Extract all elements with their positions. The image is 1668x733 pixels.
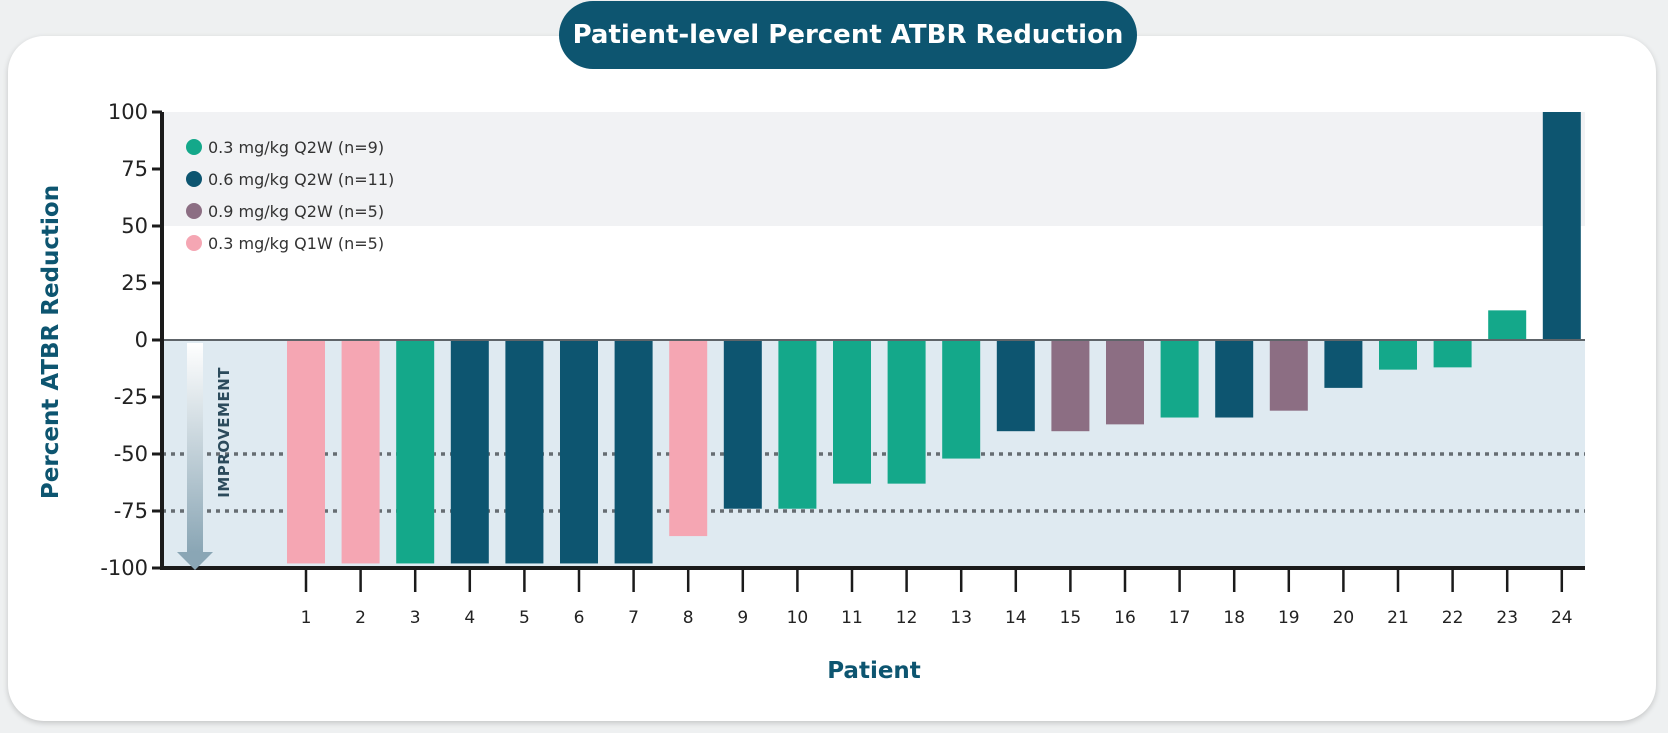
x-tick-label: 1 bbox=[301, 608, 312, 628]
bar-patient-7 bbox=[614, 340, 653, 564]
bar-patient-12 bbox=[887, 340, 926, 484]
bar-patient-6 bbox=[560, 340, 598, 564]
x-tick-label: 4 bbox=[464, 608, 475, 628]
bar-patient-11 bbox=[833, 340, 871, 484]
y-tick-label: -100 bbox=[100, 556, 148, 580]
improvement-arrow-head bbox=[177, 552, 213, 570]
bar-patient-16 bbox=[1106, 340, 1144, 425]
y-tick-label: -75 bbox=[114, 499, 148, 523]
bar-patient-17 bbox=[1160, 340, 1199, 418]
x-tick-label: 7 bbox=[628, 608, 639, 628]
bar-patient-20 bbox=[1324, 340, 1363, 388]
x-tick-label: 8 bbox=[683, 608, 694, 628]
legend-label: 0.6 mg/kg Q2W (n=11) bbox=[208, 170, 394, 189]
x-tick-label: 6 bbox=[574, 608, 585, 628]
x-tick-label: 22 bbox=[1442, 608, 1464, 628]
plot-band-upper bbox=[162, 112, 1585, 226]
x-tick-label: 10 bbox=[787, 608, 809, 628]
y-tick-label: 75 bbox=[121, 157, 148, 181]
x-tick-label: 13 bbox=[950, 608, 972, 628]
y-tick-label: 0 bbox=[135, 328, 148, 352]
x-tick-label: 24 bbox=[1551, 608, 1573, 628]
legend-label: 0.3 mg/kg Q1W (n=5) bbox=[208, 234, 384, 253]
bar-patient-10 bbox=[778, 340, 817, 509]
y-tick-label: 100 bbox=[108, 100, 148, 124]
y-axis-title: Percent ATBR Reduction bbox=[38, 185, 64, 499]
x-axis-title: Patient bbox=[827, 658, 921, 684]
x-tick-label: 12 bbox=[896, 608, 918, 628]
x-tick-label: 16 bbox=[1114, 608, 1136, 628]
bar-patient-15 bbox=[1051, 340, 1090, 432]
bar-patient-1 bbox=[287, 340, 325, 564]
bar-patient-13 bbox=[942, 340, 981, 459]
x-tick-label: 19 bbox=[1278, 608, 1300, 628]
bar-patient-14 bbox=[996, 340, 1035, 432]
x-tick-label: 17 bbox=[1169, 608, 1191, 628]
legend-label: 0.3 mg/kg Q2W (n=9) bbox=[208, 138, 384, 157]
bar-patient-3 bbox=[396, 340, 435, 564]
improvement-arrow-shaft bbox=[187, 343, 203, 553]
bar-patient-9 bbox=[723, 340, 762, 509]
legend-swatch bbox=[186, 139, 202, 155]
x-tick-label: 21 bbox=[1387, 608, 1409, 628]
y-tick-label: 25 bbox=[121, 271, 148, 295]
legend-label: 0.9 mg/kg Q2W (n=5) bbox=[208, 202, 384, 221]
legend-swatch bbox=[186, 203, 202, 219]
legend-swatch bbox=[186, 235, 202, 251]
x-tick-label: 18 bbox=[1223, 608, 1245, 628]
x-tick-label: 23 bbox=[1496, 608, 1518, 628]
x-tick-label: 9 bbox=[737, 608, 748, 628]
bar-patient-24 bbox=[1542, 112, 1581, 340]
x-tick-label: 11 bbox=[841, 608, 863, 628]
bar-patient-23 bbox=[1488, 310, 1527, 340]
bar-patient-22 bbox=[1433, 340, 1472, 368]
x-tick-label: 15 bbox=[1060, 608, 1082, 628]
y-tick-label: 50 bbox=[121, 214, 148, 238]
y-tick-label: -50 bbox=[114, 442, 148, 466]
chart-title: Patient-level Percent ATBR Reduction bbox=[559, 1, 1137, 69]
bar-patient-8 bbox=[669, 340, 708, 537]
bar-patient-4 bbox=[450, 340, 489, 564]
x-tick-label: 2 bbox=[355, 608, 366, 628]
bar-patient-18 bbox=[1215, 340, 1254, 418]
x-tick-label: 5 bbox=[519, 608, 530, 628]
y-tick-label: -25 bbox=[114, 385, 148, 409]
improvement-label: IMPROVEMENT bbox=[215, 367, 233, 498]
x-tick-label: 20 bbox=[1333, 608, 1355, 628]
legend-swatch bbox=[186, 171, 202, 187]
x-tick-label: 3 bbox=[410, 608, 421, 628]
bar-patient-2 bbox=[341, 340, 380, 564]
bar-patient-5 bbox=[505, 340, 544, 564]
bar-patient-19 bbox=[1269, 340, 1308, 411]
bar-patient-21 bbox=[1379, 340, 1417, 370]
x-tick-label: 14 bbox=[1005, 608, 1027, 628]
